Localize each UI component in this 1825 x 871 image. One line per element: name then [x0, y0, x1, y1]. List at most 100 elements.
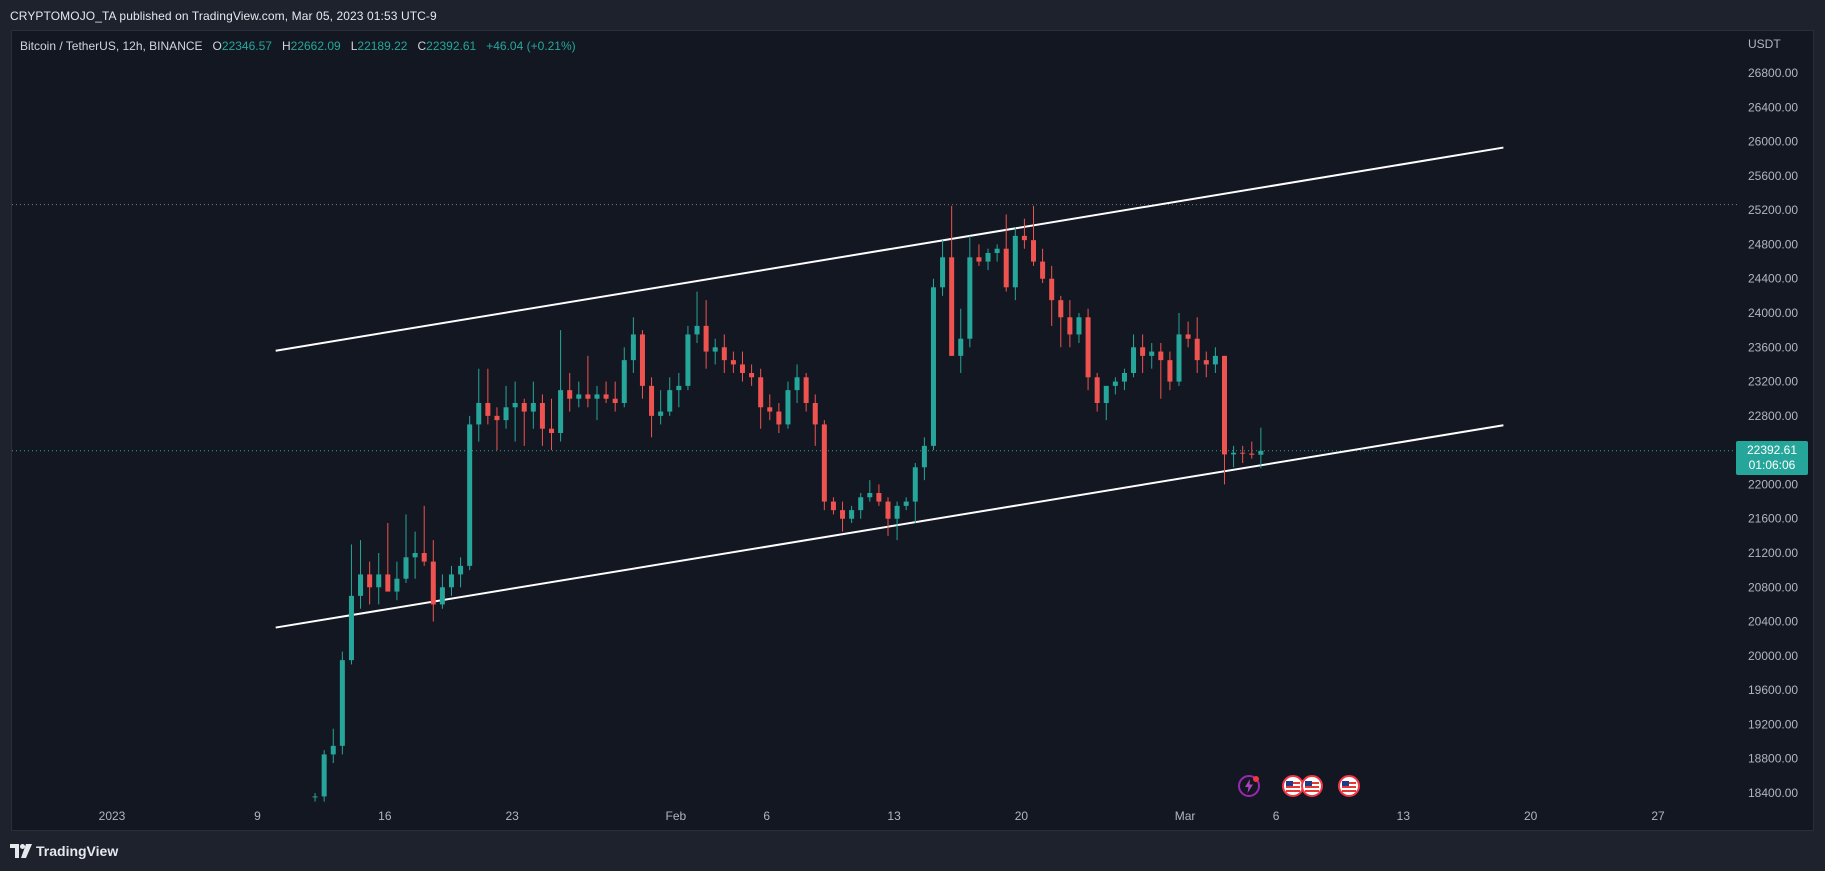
candle-body [421, 553, 427, 562]
price-tick-label: 25200.00 [1748, 203, 1798, 217]
candle [1158, 343, 1164, 399]
price-tick-label: 18800.00 [1748, 752, 1798, 766]
channel-line[interactable] [275, 424, 1504, 629]
candle-body [967, 257, 973, 339]
candle [476, 368, 482, 442]
candle-body [1240, 452, 1246, 454]
candle-body [594, 394, 600, 399]
time-axis[interactable]: 2023 9 16 23 Feb 6 13 20 Mar 6 13 20 27 [99, 809, 1665, 823]
open-label: O [212, 39, 222, 53]
candle-body [1085, 317, 1091, 378]
candle [994, 244, 1000, 262]
tradingview-logo-icon [10, 844, 32, 858]
candle-body [1212, 355, 1218, 365]
candle-body [730, 360, 736, 365]
time-tick-label: 13 [1397, 809, 1411, 823]
candle [785, 381, 791, 429]
bar-countdown: 01:06:06 [1748, 458, 1796, 472]
candle-body [930, 287, 936, 446]
candle [321, 750, 327, 802]
candle [621, 347, 627, 408]
candle [403, 514, 409, 583]
candle [940, 240, 946, 296]
candle [1194, 317, 1200, 373]
candle [903, 497, 909, 511]
change-value: +46.04 (+0.21%) [486, 39, 576, 53]
candle [603, 381, 609, 403]
us-flag-icon[interactable] [1300, 774, 1324, 798]
candle [767, 394, 773, 421]
candle-body [385, 574, 391, 592]
candle-body [494, 415, 500, 421]
candle [949, 205, 955, 356]
price-tick-label: 24400.00 [1748, 272, 1798, 286]
candle-body [912, 467, 918, 502]
candle-body [1012, 235, 1018, 288]
candle-body [576, 394, 582, 399]
candle [1149, 343, 1155, 369]
time-tick-label: 20 [1015, 809, 1029, 823]
last-price-badge: 22392.61 01:06:06 [1736, 441, 1808, 475]
candle-body [1140, 347, 1146, 356]
candle [1231, 445, 1237, 468]
lightning-icon[interactable] [1237, 774, 1261, 798]
candle [412, 531, 418, 579]
candle-body [430, 561, 436, 605]
time-tick-label: 13 [887, 809, 901, 823]
time-tick-label: 16 [378, 809, 392, 823]
candle-body [894, 505, 900, 519]
candle-body [885, 501, 891, 519]
trend-channel[interactable] [275, 146, 1504, 629]
price-tick-label: 19200.00 [1748, 717, 1798, 731]
candle-body [612, 398, 618, 403]
candle [494, 407, 500, 451]
candle [776, 403, 782, 433]
price-tick-label: 23600.00 [1748, 340, 1798, 354]
candle-body [958, 338, 964, 356]
candle-body [1067, 317, 1073, 335]
candle-body [1158, 351, 1164, 361]
price-tick-label: 23200.00 [1748, 375, 1798, 389]
candle-body [712, 347, 718, 352]
channel-line[interactable] [275, 146, 1504, 352]
candle-body [330, 745, 336, 755]
candle [1249, 441, 1255, 459]
chart-pane[interactable] [11, 30, 1814, 831]
time-tick-label: 23 [505, 809, 519, 823]
candle [730, 351, 736, 373]
candle-body [649, 385, 655, 416]
candle [1040, 248, 1046, 283]
candle-body [940, 257, 946, 288]
close-label: C [417, 39, 427, 53]
candle [1212, 347, 1218, 373]
candle [912, 463, 918, 523]
candle [1176, 313, 1182, 386]
candle-body [1167, 360, 1173, 382]
candle-body [358, 574, 364, 596]
candle [1203, 351, 1209, 378]
candle-body [1040, 261, 1046, 279]
candle-body [630, 334, 636, 361]
candle-body [776, 411, 782, 425]
us-flag-icon[interactable] [1337, 774, 1361, 798]
price-axis[interactable]: USDT 18400.00 18800.00 19200.00 19600.00 2000… [1748, 37, 1798, 800]
candle [521, 398, 527, 446]
candle [348, 544, 354, 665]
candle [639, 330, 645, 399]
candle-body [867, 493, 873, 498]
candle [549, 398, 555, 451]
candle [594, 385, 600, 421]
candle-body [821, 424, 827, 502]
candle [394, 561, 400, 601]
last-price-value: 22392.61 [1746, 443, 1798, 457]
candle-body [1131, 347, 1137, 373]
candle-body [921, 445, 927, 468]
tradingview-logo[interactable]: TradingView [10, 843, 118, 859]
candle-body [1249, 453, 1255, 455]
us-flag-icon[interactable] [1281, 774, 1305, 798]
candle-body [467, 424, 473, 566]
candle [458, 557, 464, 588]
candle [1003, 214, 1009, 292]
brand-name: TradingView [36, 843, 119, 859]
